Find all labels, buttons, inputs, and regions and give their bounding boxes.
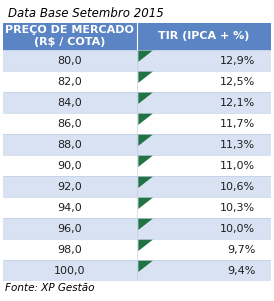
Text: 10,3%: 10,3% [220,203,255,213]
Bar [3,197,137,219]
Text: 10,6%: 10,6% [220,182,255,192]
Text: 9,7%: 9,7% [227,245,255,255]
Text: Fonte: XP Gestão: Fonte: XP Gestão [5,283,95,293]
Text: PREÇO DE MERCADO
(R$ / COTA): PREÇO DE MERCADO (R$ / COTA) [5,25,134,47]
Polygon shape [138,92,153,104]
Text: 86,0: 86,0 [58,119,82,129]
Bar [137,92,271,113]
Bar [3,176,137,197]
Text: 10,0%: 10,0% [220,224,255,234]
Text: 11,3%: 11,3% [220,140,255,150]
Bar [137,176,271,197]
Bar [137,155,271,176]
Text: 9,4%: 9,4% [227,266,255,276]
Text: 11,0%: 11,0% [220,161,255,171]
Bar [137,197,271,219]
Bar [3,113,137,134]
Text: 96,0: 96,0 [58,224,82,234]
Text: TIR (IPCA + %): TIR (IPCA + %) [158,31,250,41]
Bar [3,239,137,260]
Polygon shape [138,239,153,251]
Text: 12,5%: 12,5% [220,77,255,87]
Polygon shape [138,113,153,125]
Bar [3,134,137,155]
Polygon shape [138,219,153,230]
Bar [137,113,271,134]
Text: 90,0: 90,0 [58,161,82,171]
Bar [137,260,271,281]
Bar [137,134,271,155]
Text: 100,0: 100,0 [54,266,85,276]
Text: 82,0: 82,0 [58,77,82,87]
Polygon shape [138,134,153,146]
Polygon shape [138,155,153,167]
Bar [137,23,271,50]
Text: 12,1%: 12,1% [220,98,255,108]
Bar [3,219,137,239]
Bar [3,155,137,176]
Bar [3,50,137,71]
Text: 80,0: 80,0 [58,56,82,66]
Text: 12,9%: 12,9% [220,56,255,66]
Text: 92,0: 92,0 [58,182,82,192]
Text: 84,0: 84,0 [58,98,82,108]
Text: 11,7%: 11,7% [220,119,255,129]
Bar [3,260,137,281]
Bar [3,23,137,50]
Bar [137,219,271,239]
Polygon shape [138,197,153,209]
Bar [137,71,271,92]
Bar [137,239,271,260]
Polygon shape [138,71,153,83]
Bar [3,71,137,92]
Text: 94,0: 94,0 [58,203,82,213]
Text: 88,0: 88,0 [58,140,82,150]
Polygon shape [138,50,153,62]
Polygon shape [138,260,153,272]
Text: Data Base Setembro 2015: Data Base Setembro 2015 [8,7,164,20]
Bar [3,92,137,113]
Polygon shape [138,176,153,188]
Bar [137,50,271,71]
Text: 98,0: 98,0 [58,245,82,255]
